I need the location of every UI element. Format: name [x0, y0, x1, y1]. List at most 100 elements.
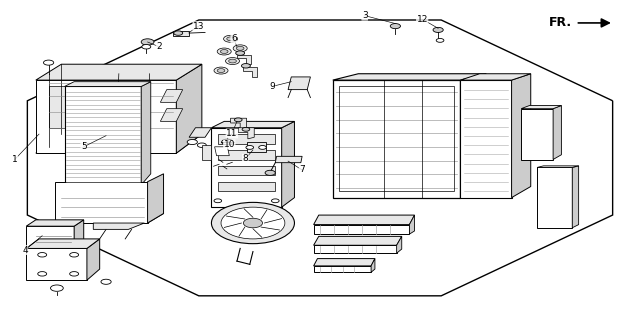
- Circle shape: [259, 145, 266, 149]
- Circle shape: [214, 67, 228, 74]
- Circle shape: [241, 63, 250, 68]
- Circle shape: [271, 199, 279, 203]
- Polygon shape: [173, 31, 189, 36]
- Polygon shape: [333, 80, 461, 197]
- Circle shape: [236, 51, 244, 55]
- Polygon shape: [314, 266, 371, 272]
- Circle shape: [51, 285, 63, 291]
- Polygon shape: [314, 245, 397, 253]
- Polygon shape: [93, 223, 145, 229]
- Polygon shape: [246, 142, 266, 152]
- Polygon shape: [314, 259, 375, 266]
- Polygon shape: [511, 74, 531, 197]
- Circle shape: [227, 37, 234, 41]
- Circle shape: [221, 207, 285, 239]
- Polygon shape: [537, 167, 572, 228]
- Circle shape: [211, 202, 294, 244]
- Circle shape: [234, 118, 242, 122]
- Polygon shape: [461, 80, 511, 197]
- Text: 6: 6: [231, 34, 237, 43]
- Circle shape: [243, 218, 262, 228]
- Text: 2: 2: [156, 42, 162, 51]
- Text: 8: 8: [243, 154, 248, 163]
- Polygon shape: [176, 64, 202, 153]
- Circle shape: [217, 69, 225, 72]
- Circle shape: [221, 139, 233, 145]
- Polygon shape: [243, 67, 257, 77]
- Text: 11: 11: [226, 129, 237, 138]
- Circle shape: [390, 24, 401, 29]
- Polygon shape: [36, 64, 202, 80]
- Polygon shape: [26, 226, 74, 249]
- Polygon shape: [521, 106, 561, 109]
- Circle shape: [217, 48, 231, 55]
- Text: 5: 5: [81, 142, 86, 151]
- Circle shape: [187, 139, 197, 145]
- Circle shape: [436, 39, 444, 42]
- Polygon shape: [461, 74, 486, 197]
- Polygon shape: [237, 55, 251, 64]
- Polygon shape: [218, 150, 275, 160]
- Circle shape: [265, 170, 275, 175]
- Polygon shape: [521, 109, 553, 160]
- Polygon shape: [189, 128, 211, 137]
- Text: 3: 3: [362, 11, 367, 20]
- Polygon shape: [238, 128, 254, 139]
- Polygon shape: [275, 156, 302, 163]
- Circle shape: [38, 253, 47, 257]
- Polygon shape: [55, 182, 148, 223]
- Circle shape: [220, 50, 228, 53]
- Polygon shape: [410, 215, 415, 234]
- Polygon shape: [65, 86, 141, 185]
- Polygon shape: [218, 166, 275, 175]
- Polygon shape: [87, 86, 113, 128]
- Circle shape: [173, 31, 182, 35]
- Circle shape: [44, 60, 54, 65]
- Text: 4: 4: [22, 246, 28, 255]
- Circle shape: [225, 57, 239, 64]
- Polygon shape: [218, 134, 275, 144]
- Text: 12: 12: [417, 15, 428, 24]
- Circle shape: [101, 279, 111, 284]
- Polygon shape: [211, 122, 294, 128]
- Polygon shape: [202, 145, 211, 160]
- Circle shape: [246, 145, 253, 149]
- Circle shape: [197, 143, 206, 147]
- Circle shape: [141, 39, 154, 45]
- Polygon shape: [26, 220, 84, 226]
- Text: 1: 1: [12, 155, 18, 164]
- Polygon shape: [65, 82, 151, 86]
- Polygon shape: [28, 20, 612, 296]
- Text: FR.: FR.: [549, 16, 572, 29]
- Polygon shape: [397, 236, 402, 253]
- Polygon shape: [74, 220, 84, 249]
- Circle shape: [233, 45, 247, 52]
- Circle shape: [214, 199, 221, 203]
- Circle shape: [142, 45, 151, 49]
- Polygon shape: [314, 236, 402, 245]
- Polygon shape: [218, 182, 275, 191]
- Polygon shape: [371, 259, 375, 272]
- Circle shape: [70, 271, 79, 276]
- Circle shape: [223, 35, 237, 42]
- Polygon shape: [211, 128, 282, 207]
- Polygon shape: [36, 80, 176, 153]
- Polygon shape: [49, 86, 84, 128]
- Polygon shape: [230, 118, 246, 129]
- Polygon shape: [214, 147, 229, 156]
- Polygon shape: [87, 239, 100, 280]
- Polygon shape: [553, 106, 561, 160]
- Circle shape: [242, 127, 250, 131]
- Polygon shape: [314, 225, 410, 234]
- Text: 10: 10: [223, 140, 235, 149]
- Circle shape: [433, 27, 444, 33]
- Polygon shape: [288, 77, 310, 90]
- Circle shape: [236, 47, 244, 50]
- Polygon shape: [461, 74, 531, 80]
- Text: 7: 7: [300, 166, 305, 174]
- Polygon shape: [26, 249, 87, 280]
- Polygon shape: [148, 174, 164, 223]
- Polygon shape: [333, 74, 486, 80]
- Polygon shape: [161, 109, 182, 122]
- Polygon shape: [161, 90, 182, 102]
